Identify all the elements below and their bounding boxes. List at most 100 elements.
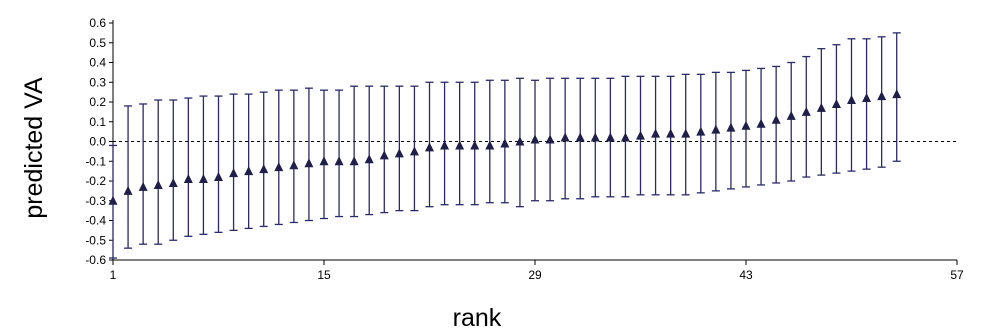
data-point-triangle — [681, 128, 691, 138]
y-tick-label: -0.3 — [85, 194, 106, 208]
data-point-triangle — [108, 195, 118, 205]
data-point-triangle — [334, 156, 344, 166]
error-bar — [169, 99, 178, 241]
error-bar — [335, 89, 344, 218]
data-point-triangle — [816, 102, 826, 112]
data-point-triangle — [847, 95, 856, 105]
data-point-triangle — [364, 154, 374, 164]
y-tick-label: -0.5 — [85, 233, 106, 247]
data-point-triangle — [289, 160, 299, 170]
data-point-triangle — [304, 158, 314, 168]
data-point-triangle — [319, 156, 329, 166]
y-tick-label: 0.2 — [89, 95, 106, 109]
data-point-triangle — [545, 134, 555, 144]
error-bar — [274, 89, 283, 226]
data-point-triangle — [123, 185, 133, 195]
y-tick-label: 0.6 — [89, 16, 106, 30]
error-bar — [365, 85, 374, 216]
data-point-triangle — [590, 132, 600, 142]
data-point-triangle — [485, 140, 495, 150]
x-tick-label: 29 — [528, 268, 542, 282]
tick-labels: 0.6 0.5 0.4 0.3 0.2 0.1 0.0 -0.1 -0.2 -0.3 -0.4 -0.… — [85, 16, 964, 282]
error-bar — [847, 38, 856, 172]
data-point-triangle — [756, 118, 766, 128]
data-point-triangle — [259, 164, 269, 174]
error-bar — [350, 85, 359, 218]
data-point-triangle — [530, 134, 540, 144]
data-point-triangle — [138, 181, 148, 191]
data-point-triangle — [801, 106, 811, 116]
data-point-triangle — [440, 140, 450, 150]
error-bar — [802, 55, 811, 178]
error-bar — [320, 89, 328, 220]
data-point-triangle — [831, 98, 841, 108]
data-point-triangle — [214, 172, 223, 182]
data-point-triangle — [575, 132, 585, 142]
data-point-triangle — [394, 148, 404, 158]
error-bar — [380, 85, 389, 214]
data-point-triangle — [771, 114, 781, 124]
data-point-triangle — [862, 93, 872, 103]
data-point-triangle — [153, 179, 163, 189]
data-point-triangle — [379, 150, 389, 160]
error-bar — [304, 87, 313, 222]
data-point-triangle — [455, 140, 465, 150]
data-point-triangle — [349, 156, 359, 166]
error-bar — [877, 36, 886, 168]
x-tick-label: 57 — [950, 268, 964, 282]
x-axis-title: rank — [453, 304, 502, 330]
data-point-triangle — [425, 142, 434, 152]
error-bar — [139, 103, 148, 245]
x-tick-label: 1 — [110, 268, 117, 282]
y-tick-label: 0.3 — [89, 75, 106, 89]
data-point-triangle — [696, 126, 706, 136]
data-point-triangle — [244, 166, 254, 176]
data-point-triangle — [183, 174, 193, 184]
y-tick-label: -0.1 — [85, 154, 106, 168]
x-tick-label: 15 — [317, 268, 331, 282]
error-bar — [124, 105, 133, 249]
data-point-triangle — [726, 122, 736, 132]
data-point-triangle — [711, 124, 721, 134]
data-point-triangle — [620, 132, 630, 142]
error-bar — [199, 95, 208, 235]
markers — [108, 89, 902, 205]
data-point-triangle — [636, 130, 645, 140]
error-bar — [229, 93, 238, 232]
error-bar — [244, 93, 253, 230]
data-point-triangle — [470, 140, 480, 150]
data-point-triangle — [651, 128, 661, 138]
y-tick-label: -0.2 — [85, 174, 106, 188]
data-point-triangle — [229, 168, 239, 178]
data-point-triangle — [877, 91, 887, 101]
data-point-triangle — [168, 177, 178, 187]
y-tick-label: 0.4 — [89, 56, 106, 70]
error-bar — [214, 95, 223, 234]
error-bar — [289, 89, 298, 224]
data-point-triangle — [892, 89, 902, 99]
y-axis-title: predicted VA — [20, 77, 48, 219]
error-bar — [772, 65, 781, 184]
y-tick-label: 0.0 — [89, 135, 106, 149]
data-point-triangle — [786, 110, 796, 120]
data-point-triangle — [741, 120, 751, 130]
data-point-triangle — [560, 132, 570, 142]
data-point-triangle — [198, 174, 208, 184]
data-point-triangle — [409, 146, 419, 156]
error-bar — [862, 38, 871, 170]
y-tick-label: -0.4 — [85, 214, 106, 228]
error-bar — [184, 97, 193, 237]
y-tick-label: 0.5 — [89, 36, 106, 50]
data-point-triangle — [515, 136, 525, 146]
error-bar — [154, 99, 163, 245]
x-tick-label: 43 — [739, 268, 753, 282]
data-point-triangle — [666, 128, 676, 138]
data-point-triangle — [605, 132, 615, 142]
error-bar — [787, 61, 796, 182]
error-bar — [259, 91, 268, 228]
error-bar — [832, 44, 841, 174]
data-point-triangle — [274, 162, 284, 172]
data-point-triangle — [500, 138, 510, 148]
y-tick-label: -0.6 — [85, 253, 106, 267]
